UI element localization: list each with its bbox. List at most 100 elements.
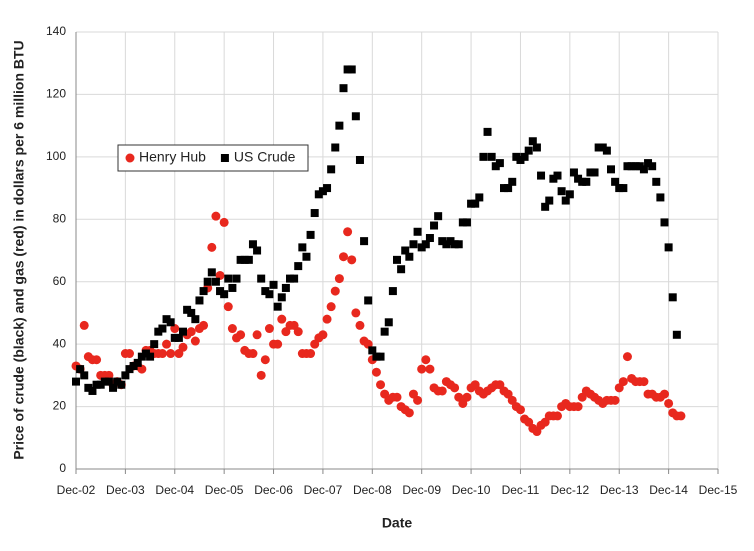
point <box>549 174 558 183</box>
y-tick-label: 60 <box>53 274 67 288</box>
point <box>232 274 241 283</box>
x-tick-label: Dec-11 <box>502 483 540 497</box>
point <box>573 402 583 412</box>
point <box>487 152 496 161</box>
point <box>219 217 229 227</box>
point <box>100 377 109 386</box>
point <box>125 365 134 374</box>
point <box>644 159 653 168</box>
x-tick-label: Dec-05 <box>205 483 244 497</box>
point <box>458 218 467 227</box>
point <box>520 152 529 161</box>
point <box>532 143 541 152</box>
point <box>351 112 360 121</box>
point <box>347 65 356 74</box>
point <box>413 395 423 405</box>
point <box>92 380 101 389</box>
point <box>260 355 270 365</box>
point <box>256 370 266 380</box>
point <box>475 193 484 202</box>
point <box>80 371 89 380</box>
x-tick-label: Dec-02 <box>57 483 96 497</box>
point <box>388 287 397 296</box>
point <box>504 184 513 193</box>
point <box>72 377 80 386</box>
point <box>141 349 150 358</box>
point <box>372 352 381 361</box>
point <box>326 302 336 312</box>
point <box>113 377 122 386</box>
point <box>211 277 220 286</box>
point <box>483 127 492 136</box>
point <box>84 383 93 392</box>
y-tick-label: 120 <box>46 87 66 101</box>
point <box>121 371 130 380</box>
point <box>574 174 583 183</box>
point <box>343 227 353 237</box>
point <box>462 392 472 402</box>
point <box>405 252 414 261</box>
point <box>672 330 681 339</box>
point <box>676 411 686 421</box>
point <box>248 349 258 359</box>
point <box>430 221 439 230</box>
y-tick-label: 0 <box>59 461 66 475</box>
point <box>404 408 414 418</box>
point <box>598 143 607 152</box>
point <box>236 255 245 264</box>
point <box>178 342 188 352</box>
point <box>216 287 225 296</box>
point <box>376 380 386 390</box>
point <box>125 349 134 359</box>
point <box>265 290 274 299</box>
legend-box <box>117 144 309 172</box>
point <box>491 162 500 171</box>
point <box>294 262 303 271</box>
point <box>244 255 253 264</box>
x-axis-label: Date <box>382 515 413 531</box>
x-tick-label: Dec-06 <box>254 483 293 497</box>
point <box>220 290 229 299</box>
point <box>286 274 294 283</box>
point <box>347 255 357 265</box>
point <box>652 177 661 186</box>
point <box>421 355 431 365</box>
point <box>154 327 163 336</box>
x-tick-label: Dec-15 <box>699 483 738 497</box>
point <box>561 196 570 205</box>
point <box>170 333 179 342</box>
point <box>203 277 212 286</box>
point <box>79 320 89 330</box>
point <box>351 308 361 318</box>
point <box>227 324 237 334</box>
point <box>515 405 525 415</box>
point <box>364 296 373 305</box>
y-tick-label: 40 <box>53 336 67 350</box>
point <box>269 280 278 289</box>
point <box>207 242 217 252</box>
point <box>611 177 620 186</box>
point <box>664 398 674 408</box>
point <box>240 255 249 264</box>
point <box>615 184 624 193</box>
point <box>355 155 364 164</box>
point <box>174 333 183 342</box>
y-axis-label: Price of crude (black) and gas (red) in … <box>11 40 27 459</box>
point <box>253 246 262 255</box>
point <box>314 190 323 199</box>
point <box>195 296 204 305</box>
x-tick-label: Dec-03 <box>106 483 145 497</box>
point <box>586 168 595 177</box>
point <box>96 380 105 389</box>
x-tick-label: Dec-09 <box>402 483 441 497</box>
point <box>425 364 435 374</box>
point <box>310 209 319 218</box>
point <box>553 411 562 421</box>
point <box>327 165 336 174</box>
point <box>129 361 138 370</box>
point <box>454 240 463 249</box>
point <box>248 240 257 249</box>
point <box>290 274 299 283</box>
point <box>462 218 471 227</box>
point <box>158 324 167 333</box>
